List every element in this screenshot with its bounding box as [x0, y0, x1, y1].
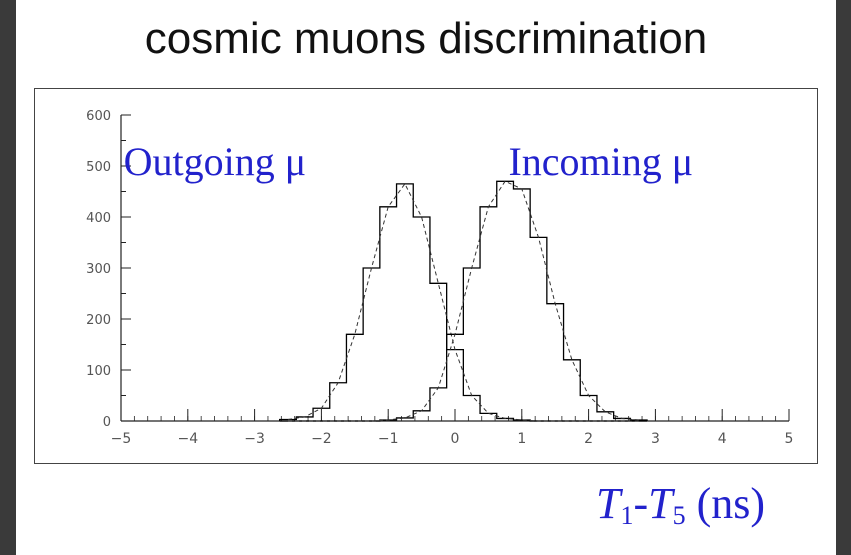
x-label-unit: (ns): [685, 479, 766, 528]
slide-title: cosmic muons discrimination: [144, 14, 708, 63]
y-tick-label: 600: [86, 109, 111, 124]
x-axis-label: T1-T5 (ns): [596, 478, 765, 531]
x-tick-label: 5: [785, 431, 794, 447]
x-label-var1: T: [596, 479, 621, 528]
histogram-series-1: [279, 183, 648, 422]
x-tick-label: 1: [517, 431, 526, 447]
fit-curve-1: [287, 182, 639, 422]
x-tick-label: −2: [311, 431, 332, 447]
y-tick-label: 300: [86, 262, 111, 277]
x-tick-label: −3: [244, 431, 265, 447]
annotation-outgoing: Outgoing μ: [124, 139, 307, 184]
slide: cosmic muons discrimination 0 100 200 300 40…: [16, 0, 836, 555]
fit-curve-2: [288, 180, 639, 422]
x-label-sub1: 1: [620, 501, 634, 530]
x-tick-label: 3: [651, 431, 660, 447]
y-tick-label: 0: [103, 415, 111, 430]
x-tick-label: −1: [378, 431, 399, 447]
x-tick-label: 2: [584, 431, 593, 447]
x-tick-label: 0: [451, 431, 460, 447]
plot-frame: 0 100 200 300 400 500 600 −5 −4 −3 −2 −1 0 1 2 3 4 5 Outgo…: [34, 88, 818, 464]
y-tick-label: 400: [86, 211, 111, 226]
y-tick-label: 100: [86, 364, 111, 379]
x-tick-label: −5: [111, 431, 132, 447]
x-tick-label: −4: [177, 431, 198, 447]
x-tick-label: 4: [718, 431, 727, 447]
x-label-sub2: 5: [672, 501, 686, 530]
y-tick-label: 500: [86, 160, 111, 175]
x-label-var2: T: [648, 479, 673, 528]
histogram-chart: 0 100 200 300 400 500 600 −5 −4 −3 −2 −1 0 1 2 3 4 5 Outgo…: [86, 109, 794, 447]
annotation-incoming: Incoming μ: [508, 139, 693, 184]
x-label-dash: -: [633, 479, 649, 528]
y-tick-label: 200: [86, 313, 111, 328]
